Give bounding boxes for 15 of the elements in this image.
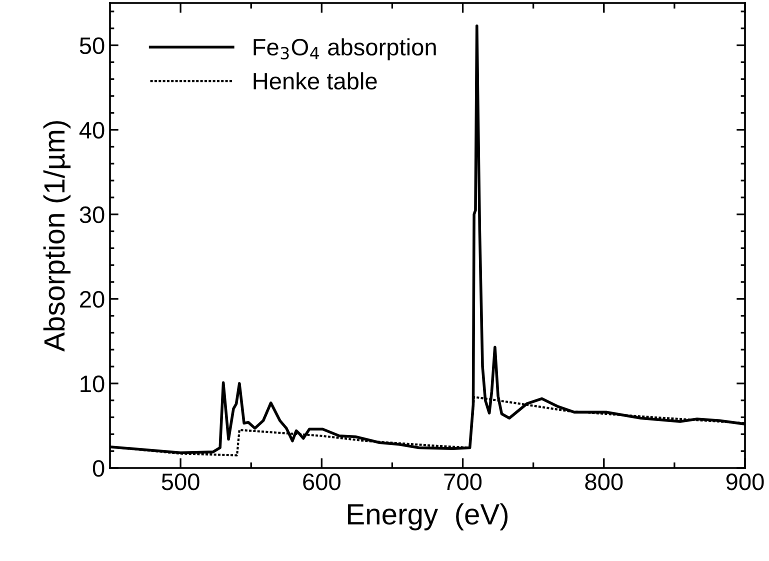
- x-tick-label: 500: [162, 473, 200, 490]
- y-tick-label: 10: [80, 376, 104, 392]
- y-tick-label: 30: [80, 206, 104, 224]
- legend-label: Henke table: [254, 72, 377, 90]
- y-tick-label: 40: [79, 122, 104, 139]
- x-tick-label: 600: [303, 473, 340, 490]
- y-tick-label: 50: [80, 37, 104, 54]
- x-tick-label: 800: [585, 473, 623, 490]
- x-axis-title: Energy (eV): [348, 503, 508, 530]
- y-tick-label: 20: [80, 290, 104, 308]
- y-axis-title: Absorption (1/µm): [43, 121, 71, 352]
- x-tick-label: 900: [726, 473, 764, 490]
- x-tick-label: 700: [444, 473, 482, 490]
- y-tick-label: 0: [92, 460, 104, 477]
- legend-label: Fe$_{3}$O$_{4}$ absorption: [254, 38, 436, 60]
